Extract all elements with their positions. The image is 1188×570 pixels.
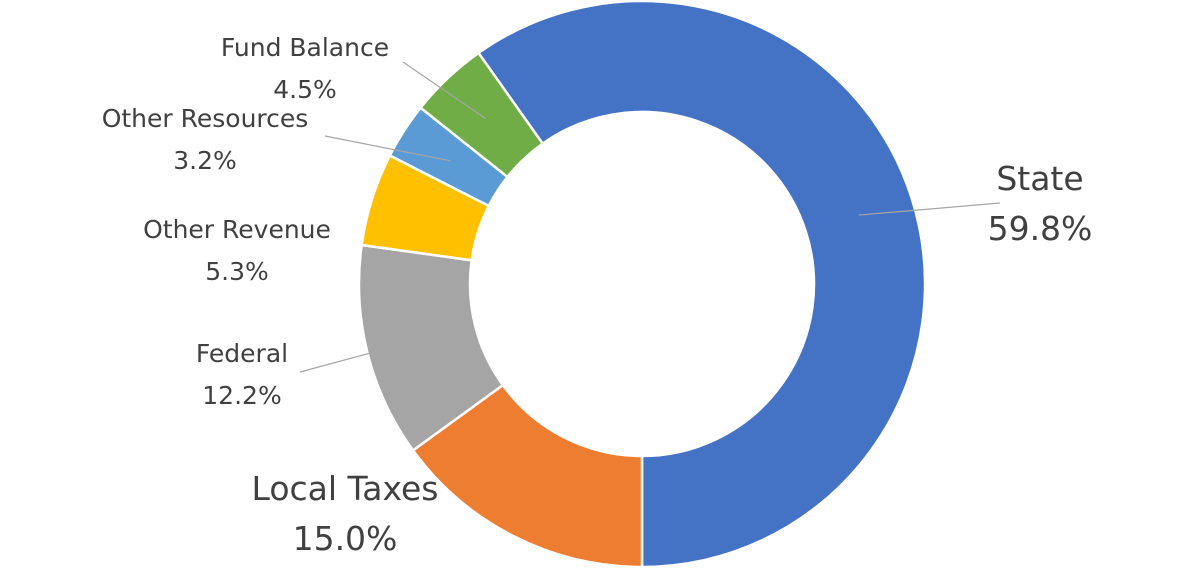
slice-fund-balance xyxy=(418,51,545,179)
data-label-value: 12.2% xyxy=(202,381,281,410)
data-label-category: Other Revenue xyxy=(143,215,331,244)
data-label-value: 3.2% xyxy=(173,146,237,175)
slice-local-taxes xyxy=(411,383,644,569)
slice-state xyxy=(476,0,927,569)
data-label-value: 4.5% xyxy=(273,75,337,104)
leader-line xyxy=(402,61,487,120)
leader-line xyxy=(858,202,1001,216)
data-label-category: Local Taxes xyxy=(252,469,439,508)
data-label-category: Other Resources xyxy=(102,104,309,133)
data-label-category: Fund Balance xyxy=(221,33,389,62)
data-label-value: 15.0% xyxy=(293,519,398,558)
data-label-category: Federal xyxy=(196,339,288,368)
leader-line xyxy=(299,338,422,373)
data-label-category: State xyxy=(996,159,1083,198)
data-label-value: 59.8% xyxy=(988,209,1093,248)
leader-line xyxy=(324,135,451,162)
data-label-value: 5.3% xyxy=(205,257,269,286)
